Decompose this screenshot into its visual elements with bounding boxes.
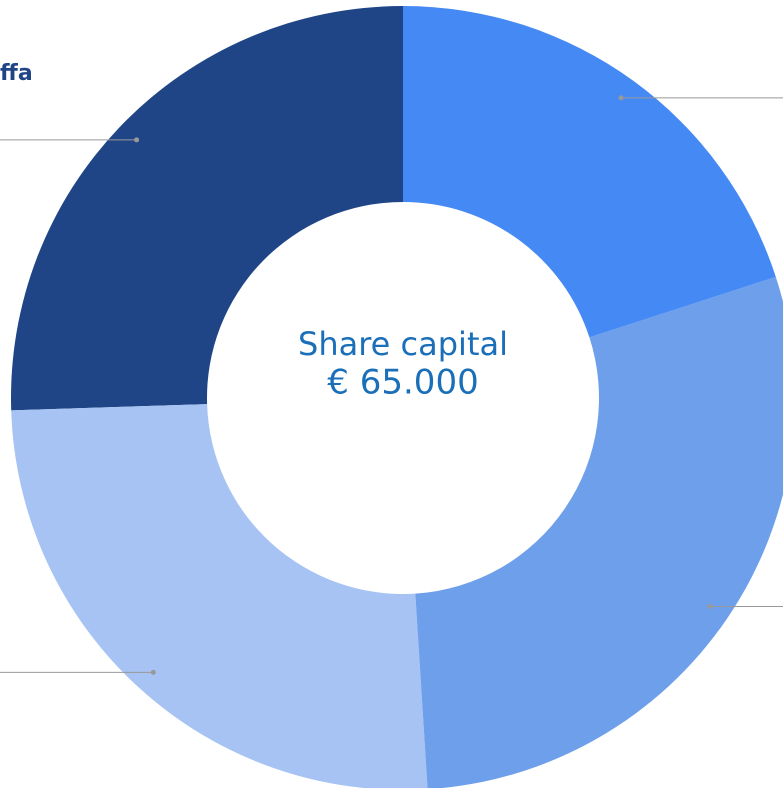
- center-value: € 65.000: [327, 363, 478, 403]
- donut-segment: [403, 6, 776, 338]
- segment-label: ffa: [0, 61, 33, 86]
- center-title: Share capital: [298, 325, 508, 363]
- leader-dot: [150, 669, 156, 675]
- donut-segment: [10, 6, 403, 411]
- leader-dot: [618, 95, 624, 101]
- donut-segment: [415, 276, 783, 788]
- leader-dot: [134, 137, 140, 143]
- donut-segment: [11, 404, 428, 788]
- leader-dot: [707, 604, 713, 610]
